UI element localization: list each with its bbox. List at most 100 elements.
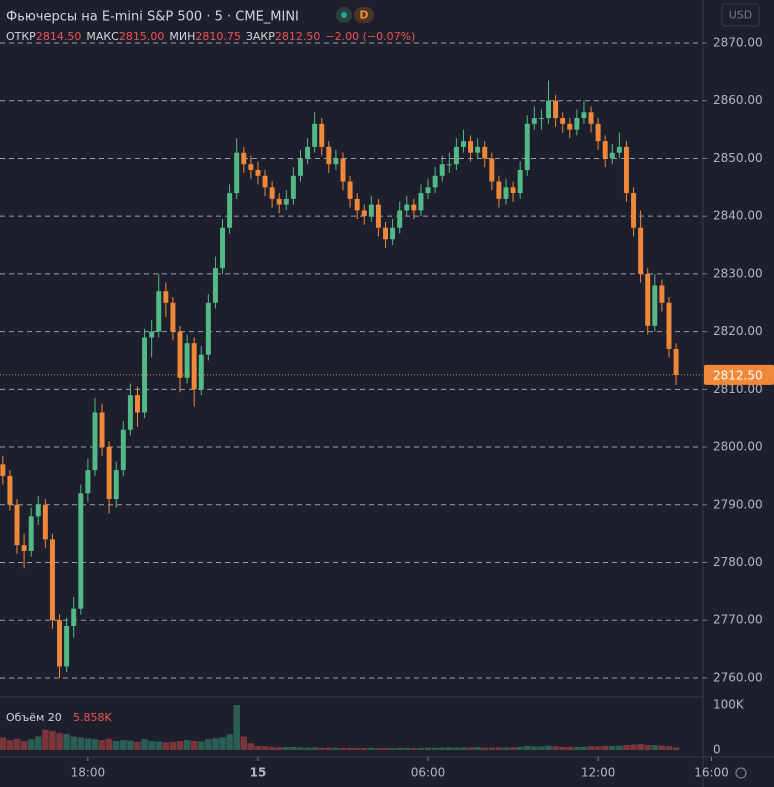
volume-bar xyxy=(20,741,28,750)
settings-icon[interactable] xyxy=(735,767,747,779)
ohlc-value: 2812.50 xyxy=(275,30,321,43)
volume-bar xyxy=(389,748,396,750)
body xyxy=(326,146,332,165)
body xyxy=(170,302,176,332)
volume-bar xyxy=(127,740,134,750)
volume-bar xyxy=(488,747,496,750)
body xyxy=(21,545,27,551)
volume-bar xyxy=(637,744,644,750)
body xyxy=(390,227,396,240)
volume-bar xyxy=(375,748,382,750)
volume-bar xyxy=(509,747,517,750)
ohlc-label: МАКС xyxy=(86,30,119,43)
volume-bar xyxy=(382,747,389,750)
volume-bar xyxy=(254,745,262,750)
volume-bar xyxy=(346,747,354,750)
status-dot xyxy=(341,12,347,18)
body xyxy=(361,210,367,217)
body xyxy=(319,123,325,147)
body xyxy=(290,175,296,199)
volume-bar xyxy=(70,736,77,750)
volume-bar xyxy=(410,747,418,750)
body xyxy=(482,146,488,159)
body xyxy=(368,204,374,217)
body xyxy=(609,152,615,159)
body xyxy=(7,475,13,505)
volume-bar xyxy=(63,734,70,750)
body xyxy=(234,152,240,194)
volume-bar xyxy=(481,747,488,750)
body xyxy=(425,187,431,194)
volume-bar xyxy=(623,745,630,750)
volume-bar xyxy=(56,732,63,750)
volume-bar xyxy=(318,747,325,750)
body xyxy=(262,175,268,188)
badge-bg xyxy=(354,7,374,23)
body xyxy=(623,146,629,194)
body xyxy=(276,198,282,205)
volume-bar xyxy=(226,734,233,750)
body xyxy=(163,291,169,303)
volume-bar xyxy=(651,745,659,750)
volume-bar xyxy=(552,746,559,750)
body xyxy=(453,146,459,165)
body xyxy=(546,100,551,119)
body xyxy=(106,447,112,500)
body xyxy=(581,112,587,119)
body xyxy=(227,193,233,228)
body xyxy=(149,331,155,338)
volume-bar xyxy=(460,747,467,750)
volume-bar xyxy=(275,747,283,750)
volume-bar xyxy=(396,747,403,750)
volume-bar xyxy=(587,746,595,750)
body xyxy=(560,118,566,124)
body xyxy=(652,285,658,326)
body xyxy=(35,504,41,517)
ohlc-legend: ОТКР 2814.50 МАКС 2815.00 МИН 2810.75 ЗАКР 2812… xyxy=(6,30,415,43)
volume-bar xyxy=(545,745,552,750)
volume-bar xyxy=(531,746,538,750)
volume-bar xyxy=(219,737,226,750)
volume-tick-label: 0 xyxy=(713,743,721,757)
volume-bar xyxy=(594,746,602,750)
body xyxy=(397,210,403,228)
volume-bar xyxy=(169,741,177,750)
y-tick-label: 2820.00 xyxy=(713,324,763,338)
body xyxy=(14,504,20,546)
volume-bar xyxy=(502,747,510,750)
volume-bar xyxy=(467,747,474,750)
volume-bar xyxy=(77,737,85,750)
currency-button[interactable] xyxy=(721,3,760,27)
volume-bar xyxy=(120,740,127,750)
y-tick-label: 2860.00 xyxy=(713,93,763,107)
ohlc-label: ЗАКР xyxy=(246,30,275,43)
body xyxy=(42,504,48,540)
body xyxy=(496,181,502,199)
volume-bar xyxy=(616,745,623,750)
badge: D xyxy=(359,9,368,22)
body xyxy=(177,331,183,378)
body xyxy=(212,268,218,303)
last-price-label: 2812.50 xyxy=(713,368,763,382)
body xyxy=(383,227,388,240)
volume-bar xyxy=(566,746,574,750)
body xyxy=(524,123,530,170)
body xyxy=(113,470,119,500)
volume-bar xyxy=(304,747,311,750)
volume-pane xyxy=(0,705,680,750)
volume-bar xyxy=(98,740,106,750)
volume-bar xyxy=(339,747,347,750)
body xyxy=(92,412,98,471)
body xyxy=(538,118,544,120)
body xyxy=(347,181,353,199)
currency[interactable]: USD xyxy=(729,9,753,22)
body xyxy=(57,620,63,667)
volume-bar xyxy=(91,739,99,750)
gear[interactable] xyxy=(735,767,747,779)
body xyxy=(475,146,481,153)
volume-bar xyxy=(601,745,609,750)
y-tick-label: 2840.00 xyxy=(713,209,763,223)
volume-bar xyxy=(361,747,368,750)
volume-bar xyxy=(495,747,503,750)
